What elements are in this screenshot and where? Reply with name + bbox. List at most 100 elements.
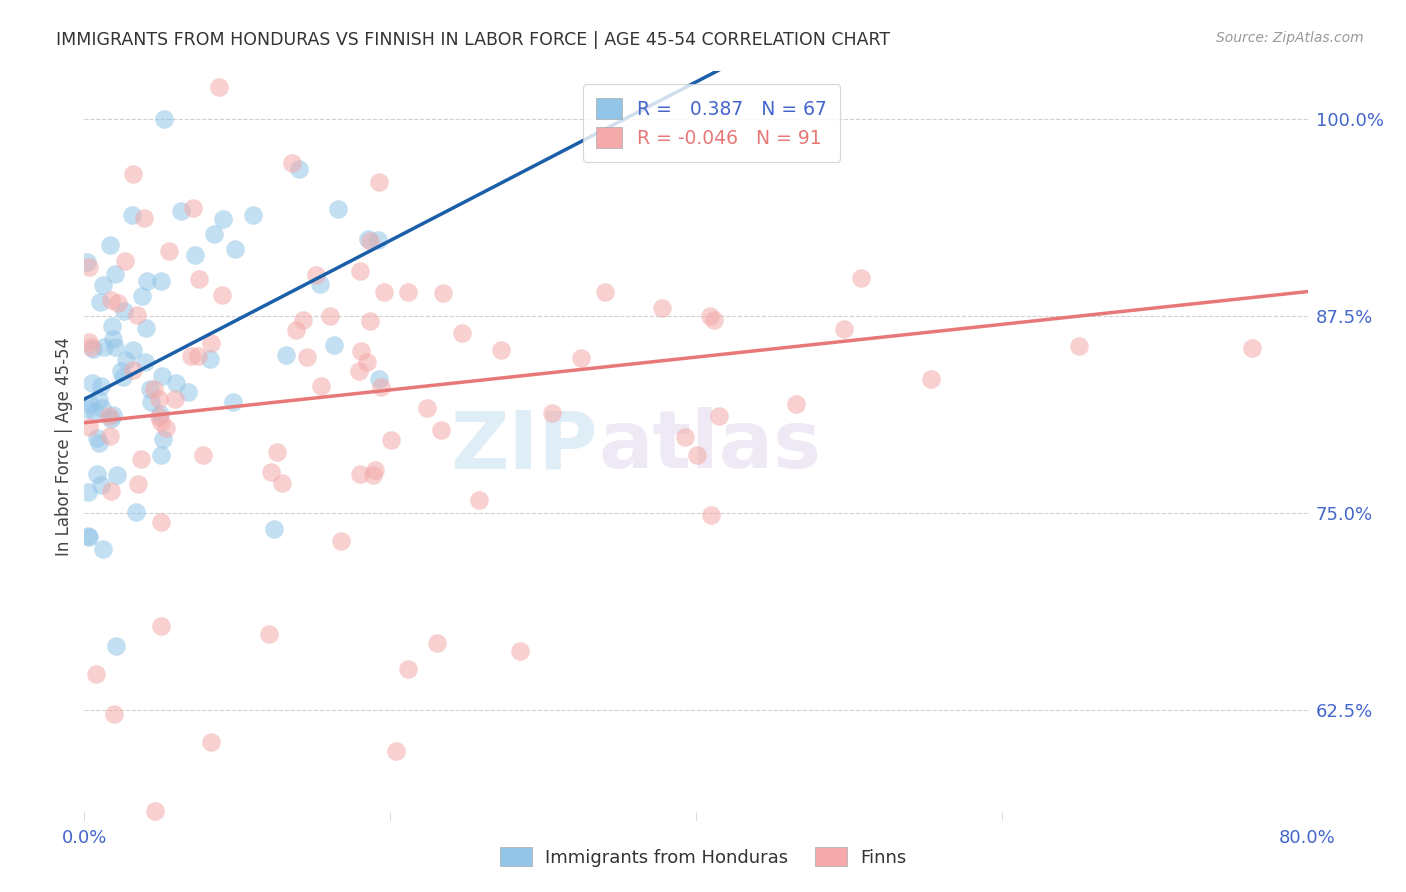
Point [104, 340, 127, 354]
Point [127, 477, 149, 491]
Point [368, 371, 391, 385]
Point [90, 379, 112, 393]
Point [101, 318, 124, 333]
Point [107, 295, 129, 310]
Point [149, 448, 172, 462]
Point [165, 392, 187, 406]
Point [135, 321, 157, 335]
Point [82, 376, 104, 390]
Point [84, 667, 107, 681]
Point [200, 734, 222, 748]
Point [361, 468, 384, 483]
Point [380, 433, 402, 447]
Point [77, 335, 100, 350]
Point [104, 639, 127, 653]
Point [150, 274, 173, 288]
Point [143, 382, 166, 396]
Point [97, 409, 120, 423]
Point [396, 285, 419, 299]
Legend: R =   0.387   N = 67, R = -0.046   N = 91: R = 0.387 N = 67, R = -0.046 N = 91 [583, 85, 841, 161]
Point [287, 161, 309, 176]
Point [153, 112, 176, 126]
Point [263, 522, 285, 536]
Point [77, 260, 100, 274]
Point [686, 448, 709, 462]
Point [367, 233, 389, 247]
Point [593, 285, 616, 300]
Point [107, 467, 129, 482]
Point [1241, 341, 1264, 355]
Point [177, 384, 200, 399]
Point [297, 350, 319, 364]
Point [368, 175, 391, 189]
Point [432, 286, 454, 301]
Point [114, 352, 136, 367]
Point [323, 338, 346, 352]
Point [357, 232, 380, 246]
Point [350, 343, 373, 358]
Point [139, 382, 162, 396]
Point [114, 254, 136, 268]
Point [416, 401, 439, 416]
Point [86, 431, 108, 445]
Text: Source: ZipAtlas.com: Source: ZipAtlas.com [1216, 31, 1364, 45]
Point [222, 395, 245, 409]
Point [489, 343, 512, 358]
Point [396, 662, 419, 676]
Point [284, 323, 307, 337]
Point [103, 333, 125, 347]
Text: ZIP: ZIP [451, 407, 598, 485]
Point [77, 485, 100, 500]
Point [304, 268, 326, 282]
Point [309, 277, 332, 291]
Point [364, 463, 387, 477]
Point [127, 308, 149, 322]
Point [89, 295, 111, 310]
Point [100, 429, 122, 443]
Point [326, 202, 349, 216]
Point [157, 244, 180, 258]
Point [270, 476, 292, 491]
Point [90, 477, 112, 491]
Point [181, 201, 204, 215]
Point [349, 264, 371, 278]
Point [356, 355, 378, 369]
Point [121, 362, 143, 376]
Point [266, 445, 288, 459]
Point [373, 285, 395, 300]
Point [1067, 338, 1090, 352]
Point [211, 287, 233, 301]
Point [165, 376, 187, 391]
Point [569, 351, 592, 365]
Point [347, 364, 370, 378]
Point [104, 267, 127, 281]
Point [541, 406, 564, 420]
Point [148, 410, 170, 425]
Point [79, 396, 101, 410]
Point [191, 448, 214, 462]
Point [122, 167, 145, 181]
Point [468, 493, 491, 508]
Point [188, 271, 211, 285]
Point [276, 348, 298, 362]
Point [77, 529, 100, 543]
Point [134, 211, 156, 226]
Point [281, 156, 304, 170]
Point [309, 379, 332, 393]
Point [259, 627, 281, 641]
Point [100, 483, 122, 498]
Point [121, 208, 143, 222]
Point [80, 340, 103, 354]
Point [832, 321, 855, 335]
Point [148, 392, 170, 406]
Point [170, 204, 193, 219]
Point [651, 301, 673, 315]
Point [86, 467, 108, 481]
Point [87, 436, 110, 450]
Point [149, 407, 172, 421]
Point [187, 349, 209, 363]
Point [359, 314, 381, 328]
Point [180, 349, 202, 363]
Point [184, 248, 207, 262]
Point [122, 343, 145, 357]
